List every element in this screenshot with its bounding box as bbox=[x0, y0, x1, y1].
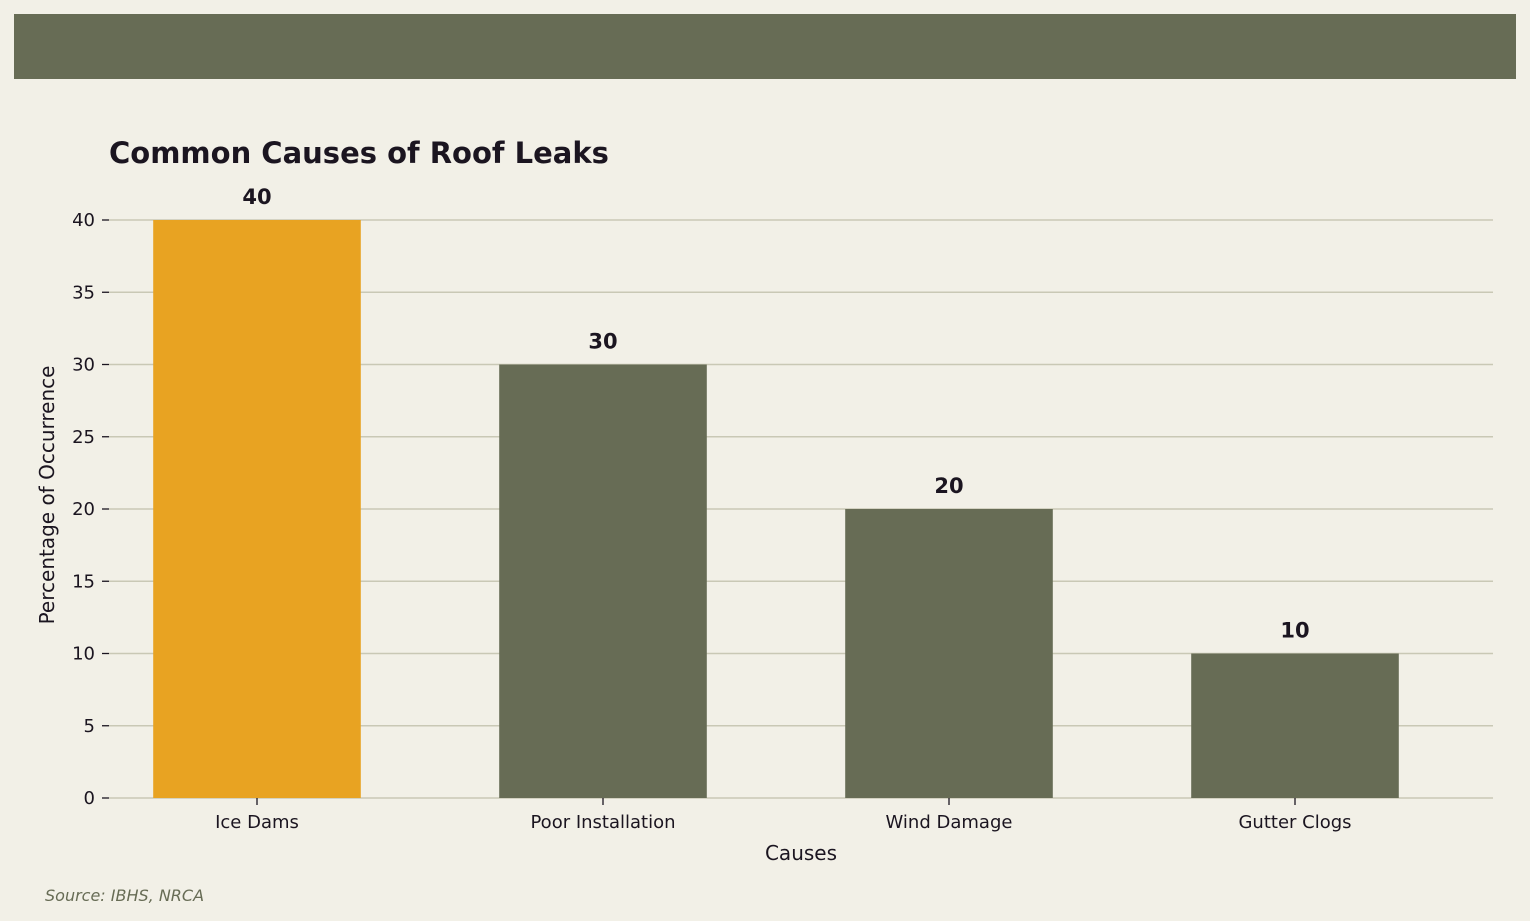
y-axis-label: Percentage of Occurrence bbox=[35, 366, 59, 625]
y-tick-label: 0 bbox=[84, 788, 95, 809]
data-labels: 40 30 20 10 bbox=[242, 185, 1309, 643]
bar-ice-dams bbox=[153, 220, 361, 798]
x-axis: Ice Dams Poor Installation Wind Damage Gutt… bbox=[215, 798, 1352, 833]
x-tick-label: Ice Dams bbox=[215, 812, 299, 833]
y-tick-label: 20 bbox=[72, 499, 95, 520]
bar-value-label: 10 bbox=[1280, 619, 1309, 643]
bar-wind-damage bbox=[845, 509, 1053, 798]
source-note: Source: IBHS, NRCA bbox=[45, 886, 205, 905]
chart-title: Common Causes of Roof Leaks bbox=[109, 136, 609, 170]
x-tick-label: Gutter Clogs bbox=[1238, 812, 1351, 833]
bar-value-label: 30 bbox=[588, 330, 617, 354]
x-tick-label: Wind Damage bbox=[886, 812, 1013, 833]
y-tick-label: 10 bbox=[72, 644, 95, 665]
bar-value-label: 20 bbox=[934, 474, 963, 498]
header-band bbox=[14, 14, 1516, 79]
y-tick-label: 30 bbox=[72, 355, 95, 376]
x-tick-label: Poor Installation bbox=[530, 812, 675, 833]
bar-value-label: 40 bbox=[242, 185, 271, 209]
x-axis-label: Causes bbox=[765, 841, 837, 865]
bars bbox=[153, 220, 1399, 798]
y-tick-label: 40 bbox=[72, 210, 95, 231]
y-axis: 0 5 10 15 20 25 30 35 40 bbox=[72, 210, 109, 809]
bar-gutter-clogs bbox=[1191, 653, 1399, 798]
y-tick-label: 25 bbox=[72, 427, 95, 448]
y-tick-label: 5 bbox=[84, 716, 95, 737]
y-tick-label: 35 bbox=[72, 282, 95, 303]
y-tick-label: 15 bbox=[72, 571, 95, 592]
bar-poor-installation bbox=[499, 364, 707, 798]
